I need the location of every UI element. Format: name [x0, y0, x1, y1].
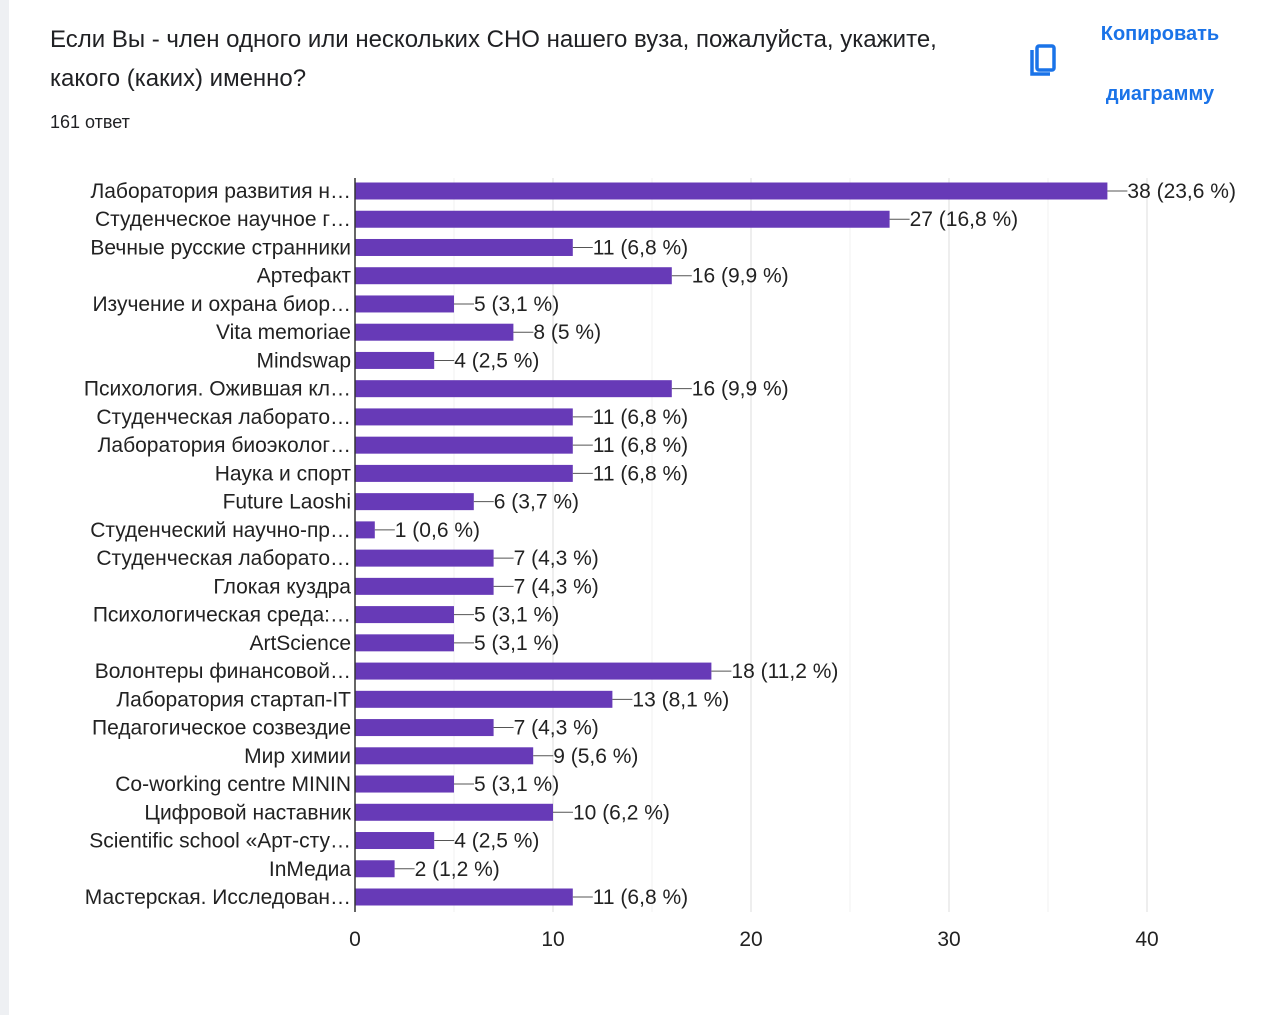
bar: [355, 606, 454, 624]
category-label: Студенческая лаборато…: [96, 547, 351, 570]
data-label: 5 (3,1 %): [474, 632, 559, 655]
data-label: 11 (6,8 %): [593, 462, 688, 485]
data-label: 13 (8,1 %): [632, 688, 729, 711]
data-label: 4 (2,5 %): [454, 830, 539, 853]
category-label: InМедиа: [269, 858, 351, 881]
bar: [355, 860, 395, 878]
category-label: Педагогическое созвездие: [92, 717, 351, 740]
data-label: 38 (23,6 %): [1127, 180, 1236, 203]
bar: [355, 408, 573, 426]
category-label: Мастерская. Исследован…: [85, 886, 351, 909]
data-label: 11 (6,8 %): [593, 434, 688, 457]
data-label: 11 (6,8 %): [593, 406, 688, 429]
question-title: Если Вы - член одного или нескольких СНО…: [50, 26, 937, 92]
bar: [355, 238, 573, 256]
category-label: Co-working centre MININ: [115, 773, 351, 796]
data-label: 11 (6,8 %): [593, 886, 688, 909]
data-label: 18 (11,2 %): [731, 660, 838, 683]
category-label: Лаборатория стартап-IT: [116, 688, 351, 711]
bar: [355, 493, 474, 511]
x-tick-label: 30: [937, 928, 960, 951]
category-label: Future Laoshi: [223, 491, 351, 514]
category-label: ArtScience: [249, 632, 351, 655]
bar: [355, 380, 672, 398]
data-label: 7 (4,3 %): [514, 717, 599, 740]
bar: [355, 888, 573, 906]
copy-chart-button[interactable]: Копировать диаграмму: [1020, 18, 1260, 118]
copy-chart-label: Копировать диаграмму: [1100, 23, 1220, 105]
bar: [355, 803, 553, 821]
data-label: 6 (3,7 %): [494, 491, 579, 514]
category-label: Scientific school «Арт-сту…: [89, 830, 351, 853]
category-label: Студенческая лаборато…: [96, 406, 351, 429]
x-tick-label: 20: [739, 928, 762, 951]
data-label: 1 (0,6 %): [395, 519, 480, 542]
x-tick-label: 40: [1135, 928, 1158, 951]
category-label: Изучение и охрана биор…: [92, 293, 351, 316]
bar: [355, 549, 494, 567]
category-label: Мир химии: [244, 745, 351, 768]
category-label: Вечные русские странники: [90, 236, 351, 259]
category-label: Артефакт: [257, 265, 352, 288]
data-label: 16 (9,9 %): [692, 265, 789, 288]
bar: [355, 662, 712, 680]
data-label: 7 (4,3 %): [514, 575, 599, 598]
category-label: Студенческий научно-пр…: [90, 519, 351, 542]
left-border: [0, 0, 9, 1015]
bar: [355, 577, 494, 595]
bar: [355, 436, 573, 454]
category-label: Vita memoriae: [216, 321, 351, 344]
data-label: 7 (4,3 %): [514, 547, 599, 570]
data-label: 27 (16,8 %): [910, 208, 1019, 231]
category-label: Наука и спорт: [215, 462, 352, 485]
category-label: Студенческое научное г…: [95, 208, 351, 231]
data-label: 9 (5,6 %): [553, 745, 638, 768]
bar: [355, 351, 435, 369]
data-label: 5 (3,1 %): [474, 293, 559, 316]
bar: [355, 464, 573, 482]
bar: [355, 521, 375, 539]
bar: [355, 210, 890, 228]
bar: [355, 775, 454, 793]
data-label: 8 (5 %): [533, 321, 601, 344]
bar: [355, 690, 613, 708]
category-label: Цифровой наставник: [144, 801, 351, 824]
category-label: Психология. Ожившая кл…: [84, 378, 351, 401]
category-label: Лаборатория биоэколог…: [98, 434, 351, 457]
bar: [355, 323, 514, 341]
bar: [355, 832, 435, 850]
bar: [355, 295, 454, 313]
data-label: 5 (3,1 %): [474, 604, 559, 627]
data-label: 4 (2,5 %): [454, 349, 539, 372]
bar: [355, 747, 534, 765]
data-label: 11 (6,8 %): [593, 236, 688, 259]
bar: [355, 634, 454, 652]
category-label: Глокая куздра: [213, 575, 351, 598]
bar: [355, 719, 494, 737]
data-label: 2 (1,2 %): [415, 858, 500, 881]
response-count: 161 ответ: [50, 112, 130, 132]
data-label: 5 (3,1 %): [474, 773, 559, 796]
copy-icon: [1028, 44, 1058, 85]
bar: [355, 267, 672, 285]
category-label: Психологическая среда:…: [93, 604, 351, 627]
data-label: 16 (9,9 %): [692, 378, 789, 401]
category-label: Волонтеры финансовой…: [95, 660, 351, 683]
data-label: 10 (6,2 %): [573, 801, 670, 824]
category-label: Лаборатория развития н…: [90, 180, 351, 203]
bar: [355, 182, 1108, 200]
x-tick-label: 0: [349, 928, 361, 951]
x-tick-label: 10: [541, 928, 564, 951]
category-label: Mindswap: [256, 349, 351, 372]
